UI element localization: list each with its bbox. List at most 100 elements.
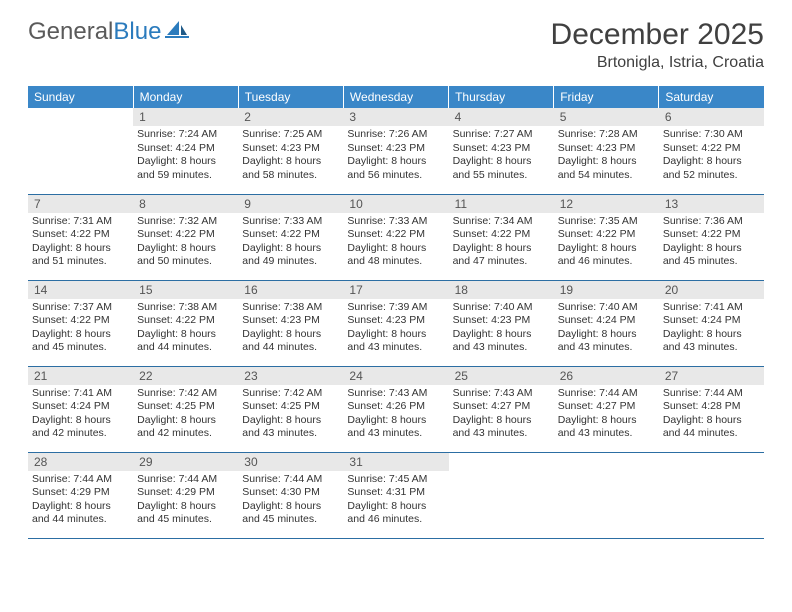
calendar-day-cell: 4Sunrise: 7:27 AMSunset: 4:23 PMDaylight… (449, 108, 554, 194)
sunset-text: Sunset: 4:27 PM (453, 400, 550, 414)
sunset-text: Sunset: 4:22 PM (663, 142, 760, 156)
sunset-text: Sunset: 4:22 PM (347, 228, 444, 242)
calendar-day-cell: 15Sunrise: 7:38 AMSunset: 4:22 PMDayligh… (133, 280, 238, 366)
sunset-text: Sunset: 4:23 PM (558, 142, 655, 156)
calendar-day-cell: 22Sunrise: 7:42 AMSunset: 4:25 PMDayligh… (133, 366, 238, 452)
day-number: 17 (343, 281, 448, 299)
day-details: Sunrise: 7:44 AMSunset: 4:29 PMDaylight:… (28, 471, 133, 532)
daylight-text: Daylight: 8 hours and 52 minutes. (663, 155, 760, 182)
daylight-text: Daylight: 8 hours and 45 minutes. (663, 242, 760, 269)
empty-day (449, 453, 554, 471)
day-number: 30 (238, 453, 343, 471)
day-details: Sunrise: 7:40 AMSunset: 4:23 PMDaylight:… (449, 299, 554, 360)
weekday-header: Friday (554, 86, 659, 108)
sunrise-text: Sunrise: 7:41 AM (32, 387, 129, 401)
day-number: 6 (659, 108, 764, 126)
day-details: Sunrise: 7:44 AMSunset: 4:28 PMDaylight:… (659, 385, 764, 446)
calendar-day-cell: 1Sunrise: 7:24 AMSunset: 4:24 PMDaylight… (133, 108, 238, 194)
location-label: Brtonigla, Istria, Croatia (551, 54, 764, 72)
day-details: Sunrise: 7:44 AMSunset: 4:29 PMDaylight:… (133, 471, 238, 532)
sunset-text: Sunset: 4:25 PM (242, 400, 339, 414)
weekday-header: Monday (133, 86, 238, 108)
sunrise-text: Sunrise: 7:44 AM (242, 473, 339, 487)
calendar-day-cell: 3Sunrise: 7:26 AMSunset: 4:23 PMDaylight… (343, 108, 448, 194)
day-details: Sunrise: 7:43 AMSunset: 4:26 PMDaylight:… (343, 385, 448, 446)
day-details: Sunrise: 7:31 AMSunset: 4:22 PMDaylight:… (28, 213, 133, 274)
daylight-text: Daylight: 8 hours and 43 minutes. (663, 328, 760, 355)
sunset-text: Sunset: 4:22 PM (137, 228, 234, 242)
sunset-text: Sunset: 4:29 PM (32, 486, 129, 500)
calendar-day-cell: 29Sunrise: 7:44 AMSunset: 4:29 PMDayligh… (133, 452, 238, 538)
sunset-text: Sunset: 4:25 PM (137, 400, 234, 414)
sunset-text: Sunset: 4:22 PM (242, 228, 339, 242)
sail-icon (165, 18, 191, 46)
day-number: 20 (659, 281, 764, 299)
sunset-text: Sunset: 4:23 PM (347, 314, 444, 328)
calendar-week-row: 14Sunrise: 7:37 AMSunset: 4:22 PMDayligh… (28, 280, 764, 366)
calendar-page: GeneralBlue December 2025 Brtonigla, Ist… (0, 0, 792, 539)
calendar-week-row: 21Sunrise: 7:41 AMSunset: 4:24 PMDayligh… (28, 366, 764, 452)
month-title: December 2025 (551, 18, 764, 52)
sunset-text: Sunset: 4:23 PM (347, 142, 444, 156)
day-number: 8 (133, 195, 238, 213)
calendar-week-row: 7Sunrise: 7:31 AMSunset: 4:22 PMDaylight… (28, 194, 764, 280)
day-details: Sunrise: 7:45 AMSunset: 4:31 PMDaylight:… (343, 471, 448, 532)
calendar-day-cell: 24Sunrise: 7:43 AMSunset: 4:26 PMDayligh… (343, 366, 448, 452)
daylight-text: Daylight: 8 hours and 48 minutes. (347, 242, 444, 269)
calendar-day-cell: 16Sunrise: 7:38 AMSunset: 4:23 PMDayligh… (238, 280, 343, 366)
logo-text-blue: Blue (113, 18, 161, 46)
daylight-text: Daylight: 8 hours and 43 minutes. (453, 328, 550, 355)
calendar-day-cell: 21Sunrise: 7:41 AMSunset: 4:24 PMDayligh… (28, 366, 133, 452)
sunset-text: Sunset: 4:24 PM (32, 400, 129, 414)
calendar-day-cell: 17Sunrise: 7:39 AMSunset: 4:23 PMDayligh… (343, 280, 448, 366)
daylight-text: Daylight: 8 hours and 59 minutes. (137, 155, 234, 182)
sunset-text: Sunset: 4:22 PM (32, 228, 129, 242)
calendar-day-cell: 20Sunrise: 7:41 AMSunset: 4:24 PMDayligh… (659, 280, 764, 366)
sunrise-text: Sunrise: 7:38 AM (242, 301, 339, 315)
daylight-text: Daylight: 8 hours and 44 minutes. (663, 414, 760, 441)
calendar-day-cell (659, 452, 764, 538)
sunrise-text: Sunrise: 7:25 AM (242, 128, 339, 142)
daylight-text: Daylight: 8 hours and 46 minutes. (558, 242, 655, 269)
calendar-day-cell: 23Sunrise: 7:42 AMSunset: 4:25 PMDayligh… (238, 366, 343, 452)
title-block: December 2025 Brtonigla, Istria, Croatia (551, 18, 764, 72)
day-details: Sunrise: 7:40 AMSunset: 4:24 PMDaylight:… (554, 299, 659, 360)
daylight-text: Daylight: 8 hours and 43 minutes. (242, 414, 339, 441)
day-number: 24 (343, 367, 448, 385)
weekday-header: Tuesday (238, 86, 343, 108)
daylight-text: Daylight: 8 hours and 56 minutes. (347, 155, 444, 182)
sunset-text: Sunset: 4:24 PM (137, 142, 234, 156)
sunrise-text: Sunrise: 7:34 AM (453, 215, 550, 229)
sunset-text: Sunset: 4:22 PM (663, 228, 760, 242)
sunrise-text: Sunrise: 7:45 AM (347, 473, 444, 487)
sunrise-text: Sunrise: 7:43 AM (347, 387, 444, 401)
calendar-day-cell: 11Sunrise: 7:34 AMSunset: 4:22 PMDayligh… (449, 194, 554, 280)
daylight-text: Daylight: 8 hours and 45 minutes. (32, 328, 129, 355)
sunrise-text: Sunrise: 7:31 AM (32, 215, 129, 229)
sunrise-text: Sunrise: 7:42 AM (137, 387, 234, 401)
sunset-text: Sunset: 4:29 PM (137, 486, 234, 500)
day-number: 22 (133, 367, 238, 385)
calendar-day-cell: 13Sunrise: 7:36 AMSunset: 4:22 PMDayligh… (659, 194, 764, 280)
sunrise-text: Sunrise: 7:44 AM (32, 473, 129, 487)
calendar-day-cell: 2Sunrise: 7:25 AMSunset: 4:23 PMDaylight… (238, 108, 343, 194)
day-details: Sunrise: 7:44 AMSunset: 4:27 PMDaylight:… (554, 385, 659, 446)
calendar-day-cell: 10Sunrise: 7:33 AMSunset: 4:22 PMDayligh… (343, 194, 448, 280)
sunset-text: Sunset: 4:31 PM (347, 486, 444, 500)
sunrise-text: Sunrise: 7:30 AM (663, 128, 760, 142)
sunset-text: Sunset: 4:22 PM (32, 314, 129, 328)
daylight-text: Daylight: 8 hours and 43 minutes. (453, 414, 550, 441)
day-number: 1 (133, 108, 238, 126)
day-number: 5 (554, 108, 659, 126)
day-number: 14 (28, 281, 133, 299)
sunrise-text: Sunrise: 7:40 AM (558, 301, 655, 315)
sunrise-text: Sunrise: 7:39 AM (347, 301, 444, 315)
day-number: 27 (659, 367, 764, 385)
sunrise-text: Sunrise: 7:37 AM (32, 301, 129, 315)
day-number: 13 (659, 195, 764, 213)
day-number: 26 (554, 367, 659, 385)
day-details: Sunrise: 7:26 AMSunset: 4:23 PMDaylight:… (343, 126, 448, 187)
sunset-text: Sunset: 4:27 PM (558, 400, 655, 414)
day-number: 28 (28, 453, 133, 471)
sunset-text: Sunset: 4:26 PM (347, 400, 444, 414)
